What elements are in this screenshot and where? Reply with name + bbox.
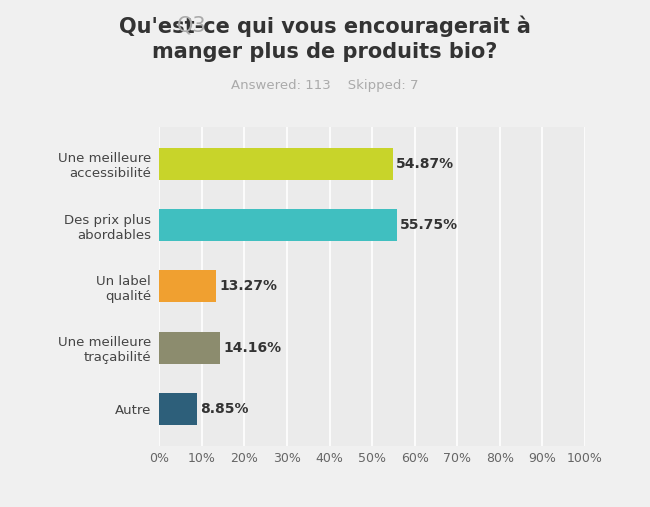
Text: 8.85%: 8.85%	[200, 403, 249, 416]
Text: 54.87%: 54.87%	[396, 157, 454, 170]
Bar	[159, 332, 220, 364]
Text: 13.27%: 13.27%	[219, 279, 277, 294]
Bar	[159, 148, 393, 179]
Bar	[159, 393, 197, 425]
Bar	[159, 209, 396, 241]
Text: 14.16%: 14.16%	[223, 341, 281, 355]
Text: 55.75%: 55.75%	[400, 218, 458, 232]
Text: Qu'est-ce qui vous encouragerait à
manger plus de produits bio?: Qu'est-ce qui vous encouragerait à mange…	[119, 15, 531, 61]
Text: Q3: Q3	[177, 15, 207, 35]
Text: Answered: 113    Skipped: 7: Answered: 113 Skipped: 7	[231, 79, 419, 92]
Bar	[159, 270, 216, 302]
